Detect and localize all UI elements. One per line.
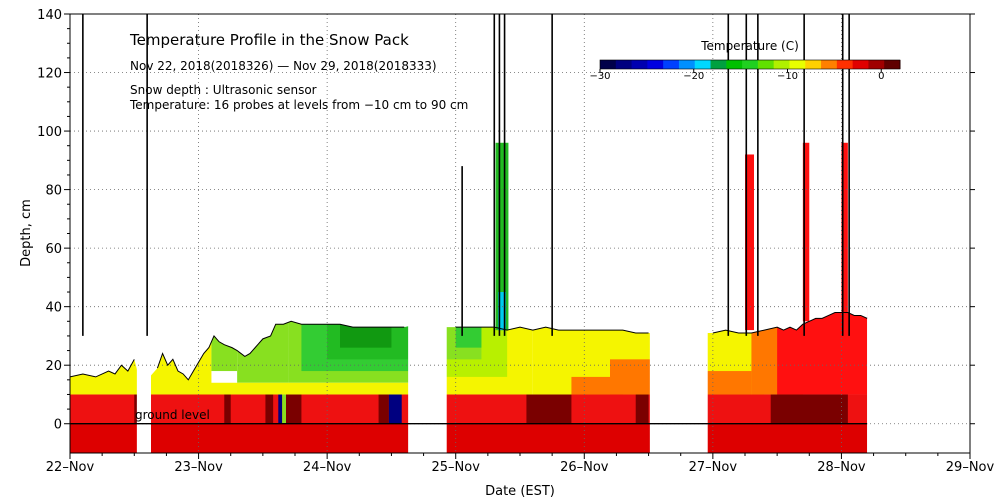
note-snow-depth: Snow depth : Ultrasonic sensor xyxy=(130,83,317,97)
colorbar-swatch-14 xyxy=(821,60,838,69)
colorbar: −30 −20 −10 0 xyxy=(589,59,901,82)
no-data-after-end xyxy=(867,14,970,453)
y-tick-label-7: 140 xyxy=(37,8,62,23)
y-tick-label-2: 40 xyxy=(45,301,62,316)
colorbar-swatch-3 xyxy=(647,60,664,69)
x-tick-label-6: 28–Nov xyxy=(817,460,866,475)
column-region-3 xyxy=(802,142,810,322)
y-axis-title: Depth, cm xyxy=(19,199,34,267)
x-tick-label-3: 25–Nov xyxy=(432,460,481,475)
region-base-9 xyxy=(388,394,402,424)
x-tick-label-2: 24–Nov xyxy=(303,460,352,475)
colorbar-swatch-4 xyxy=(663,60,680,69)
y-tick-label-1: 20 xyxy=(45,359,62,374)
colorbar-swatch-5 xyxy=(678,60,696,69)
colorbar-swatch-17 xyxy=(868,60,885,69)
colorbar-swatch-0 xyxy=(600,60,617,69)
x-axis-title: Date (EST) xyxy=(485,484,555,499)
region-base-11 xyxy=(635,394,649,424)
colorbar-swatch-8 xyxy=(726,60,743,69)
column-region-1 xyxy=(498,292,506,331)
colorbar-tick-label-0: −30 xyxy=(589,71,610,82)
colorbar-title: Temperature (C) xyxy=(700,39,799,53)
data-gap-2 xyxy=(649,14,708,453)
colorbar-swatch-11 xyxy=(773,60,790,69)
note-temperature: Temperature: 16 probes at levels from −1… xyxy=(129,98,468,112)
data-gap-0 xyxy=(136,14,151,453)
region-base-5 xyxy=(278,394,283,424)
ground-level-label: ground level xyxy=(135,408,210,422)
colorbar-swatch-16 xyxy=(852,60,869,69)
colorbar-swatch-15 xyxy=(836,60,854,69)
colorbar-swatch-7 xyxy=(710,60,727,69)
colorbar-swatch-12 xyxy=(789,60,806,69)
chart-subtitle: Nov 22, 2018(2018326) — Nov 29, 2018(201… xyxy=(130,59,437,73)
axis-ticks: 22–Nov 23–Nov 24–Nov 25–Nov 26–Nov 27–Nov 28–N… xyxy=(37,8,994,475)
region-snow-29 xyxy=(700,371,752,395)
x-tick-label-1: 23–Nov xyxy=(174,460,223,475)
colorbar-swatch-13 xyxy=(805,60,822,69)
colorbar-swatch-18 xyxy=(884,60,901,69)
y-tick-label-5: 100 xyxy=(37,125,62,140)
region-base-6 xyxy=(282,394,286,424)
chart-title: Temperature Profile in the Snow Pack xyxy=(129,31,409,49)
y-tick-label-4: 80 xyxy=(45,184,62,199)
colorbar-tick-label-3: 0 xyxy=(878,71,884,82)
column-region-2 xyxy=(745,154,754,331)
x-tick-label-4: 26–Nov xyxy=(560,460,609,475)
region-snow-20 xyxy=(198,382,418,395)
colorbar-frame xyxy=(599,59,901,70)
data-gaps xyxy=(136,14,708,453)
x-tick-label-5: 27–Nov xyxy=(689,460,738,475)
snow-depth-line-segment-0 xyxy=(70,359,135,378)
region-base-7 xyxy=(286,394,302,424)
y-tick-label-6: 120 xyxy=(37,67,62,82)
column-region-4 xyxy=(841,142,848,313)
data-gap-1 xyxy=(408,14,447,453)
x-tick-label-0: 22–Nov xyxy=(46,460,95,475)
region-base-4 xyxy=(265,394,274,424)
colorbar-swatch-9 xyxy=(742,60,759,69)
snow-depth-line-segment-1 xyxy=(156,320,405,381)
y-tick-label-0: 0 xyxy=(54,418,62,433)
region-base-10 xyxy=(526,394,572,424)
colorbar-swatch-1 xyxy=(615,60,633,69)
region-base-8 xyxy=(378,394,389,424)
colorbar-tick-label-2: −10 xyxy=(777,71,798,82)
region-base-3 xyxy=(224,394,231,424)
region-base-1 xyxy=(70,394,868,424)
region-soil-0 xyxy=(70,423,868,453)
colorbar-swatch-2 xyxy=(631,60,648,69)
snow-depth-line-segment-3 xyxy=(712,312,868,334)
colorbar-tick-label-1: −20 xyxy=(683,71,704,82)
colorbar-swatch-6 xyxy=(694,60,712,69)
colorbar-swatch-10 xyxy=(757,60,775,69)
region-base-12 xyxy=(770,394,848,424)
y-tick-label-3: 60 xyxy=(45,242,62,257)
temperature-regions xyxy=(70,14,970,453)
x-tick-label-7: 29–Nov xyxy=(946,460,995,475)
